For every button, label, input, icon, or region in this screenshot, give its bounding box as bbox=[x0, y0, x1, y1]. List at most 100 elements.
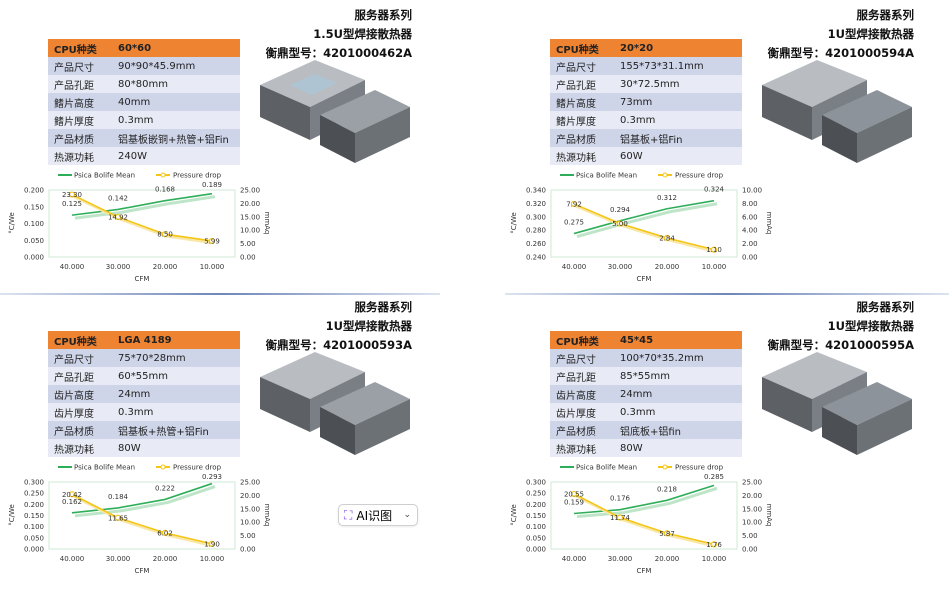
thermal-data-label: 0.184 bbox=[108, 493, 129, 501]
pressure-data-label: 14.92 bbox=[108, 214, 128, 222]
table-row: 产品材质 铝基板+热管+铝Fin bbox=[48, 421, 240, 439]
product-header-line: 服务器系列 bbox=[354, 8, 413, 22]
pressure-point bbox=[710, 541, 718, 548]
spec-label: 齿片厚度 bbox=[48, 403, 112, 421]
ai-image-recognition-button[interactable]: ⛶ AI识图 ⌄ bbox=[338, 504, 418, 526]
spec-label: 齿片高度 bbox=[550, 385, 614, 403]
spec-label: CPU种类 bbox=[48, 39, 112, 57]
y-tick-label: 0.050 bbox=[526, 534, 546, 542]
x-tick-label: 30.000 bbox=[106, 263, 131, 271]
thermal-resistance-line bbox=[573, 199, 715, 235]
product-header-line: 衡鼎型号：4201000595A bbox=[767, 338, 914, 352]
thermal-data-label: 0.312 bbox=[657, 194, 677, 202]
spec-label: 产品尺寸 bbox=[550, 349, 614, 367]
pressure-line-shadow bbox=[73, 195, 215, 245]
spec-label: 产品材质 bbox=[550, 421, 614, 439]
legend-label: Pressure drop bbox=[675, 172, 724, 180]
table-row: 产品尺寸 155*73*31.1mm bbox=[550, 57, 742, 75]
spec-value: 40mm bbox=[112, 93, 240, 111]
legend-marker bbox=[662, 464, 668, 470]
pressure-point bbox=[663, 234, 671, 242]
spec-value: 240W bbox=[112, 147, 240, 165]
spec-label: 产品尺寸 bbox=[48, 349, 112, 367]
y2-tick-label: 15.00 bbox=[742, 505, 762, 513]
y2-tick-label: 2.00 bbox=[742, 240, 758, 248]
y2-tick-label: 5.00 bbox=[240, 240, 256, 248]
plot-area bbox=[550, 189, 738, 258]
table-row: 产品材质 铝基板嵌铜+热管+铝Fin bbox=[48, 129, 240, 147]
spec-label: 热源功耗 bbox=[550, 147, 614, 165]
spec-value: 60W bbox=[614, 147, 742, 165]
heatsink-product-image bbox=[260, 352, 410, 455]
legend-label: Pressure drop bbox=[173, 464, 222, 472]
x-tick-label: 30.000 bbox=[608, 263, 633, 271]
product-header-line: 衡鼎型号：4201000593A bbox=[265, 338, 412, 352]
y-tick-label: 0.280 bbox=[526, 227, 546, 235]
y-tick-label: 0.050 bbox=[24, 237, 44, 245]
table-row: 产品孔距 60*55mm bbox=[48, 367, 240, 385]
spec-table: CPU种类 LGA 4189 产品尺寸 75*70*28mm 产品孔距 60*55mm 齿片… bbox=[48, 331, 240, 457]
legend-label: Psica Bolife Mean bbox=[74, 172, 135, 180]
spec-value: 80*80mm bbox=[112, 75, 240, 93]
pressure-data-label: 20.42 bbox=[62, 491, 82, 499]
y2-tick-label: 20.00 bbox=[240, 200, 260, 208]
heatsink-product-image bbox=[260, 60, 410, 163]
spec-label: 鳍片高度 bbox=[48, 93, 112, 111]
y-tick-label: 0.000 bbox=[24, 254, 44, 262]
product-header-line: 服务器系列 bbox=[354, 300, 413, 314]
table-row: 产品材质 铝底板+铝fin bbox=[550, 421, 742, 439]
x-axis-label: CFM bbox=[637, 275, 652, 283]
chevron-down-icon: ⌄ bbox=[403, 510, 411, 520]
pressure-data-label: 5.87 bbox=[659, 530, 675, 538]
spec-table: CPU种类 60*60 产品尺寸 90*90*45.9mm 产品孔距 80*80mm 鳍片高… bbox=[48, 39, 240, 165]
x-tick-label: 40.000 bbox=[562, 555, 587, 563]
pressure-point bbox=[710, 246, 718, 253]
pressure-point bbox=[114, 514, 122, 521]
pressure-data-label: 1.90 bbox=[204, 540, 220, 548]
thermal-data-label: 0.189 bbox=[202, 181, 222, 189]
divider-left bbox=[0, 293, 440, 295]
table-row: CPU种类 45*45 bbox=[550, 331, 742, 349]
spec-label: 鳍片厚度 bbox=[48, 111, 112, 129]
product-header-line: 衡鼎型号：4201000462A bbox=[265, 46, 412, 60]
pressure-data-label: 23.30 bbox=[62, 191, 82, 199]
thermal-line-shadow bbox=[576, 486, 718, 518]
y-axis-label: °C/We bbox=[8, 504, 16, 526]
y-tick-label: 0.200 bbox=[24, 187, 44, 195]
y-tick-label: 0.300 bbox=[526, 479, 546, 487]
pressure-point bbox=[208, 237, 216, 245]
spec-label: 产品孔距 bbox=[48, 75, 112, 93]
spec-label: CPU种类 bbox=[550, 39, 614, 57]
y2-tick-label: 5.00 bbox=[742, 532, 758, 540]
spec-label: CPU种类 bbox=[550, 331, 614, 349]
table-row: CPU种类 20*20 bbox=[550, 39, 742, 57]
table-row: 鳍片厚度 0.3mm bbox=[48, 111, 240, 129]
table-row: 产品孔距 80*80mm bbox=[48, 75, 240, 93]
spec-value: 铝基板+铝Fin bbox=[614, 129, 742, 147]
y2-tick-label: 15.00 bbox=[240, 505, 260, 513]
spec-value: 60*55mm bbox=[112, 367, 240, 385]
y-tick-label: 0.340 bbox=[526, 187, 546, 195]
thermal-data-label: 0.275 bbox=[564, 219, 584, 227]
spec-label: 产品孔距 bbox=[550, 75, 614, 93]
spec-label: 产品孔距 bbox=[550, 367, 614, 385]
table-row: 鳍片高度 73mm bbox=[550, 93, 742, 111]
spec-label: 齿片高度 bbox=[48, 385, 112, 403]
spec-value: 80W bbox=[614, 439, 742, 457]
thermal-line-shadow bbox=[74, 195, 216, 220]
y2-axis-label: mmAq bbox=[765, 212, 773, 235]
spec-label: 产品材质 bbox=[48, 129, 112, 147]
product-panel: 服务器系列 1.5U型焊接散热器 衡鼎型号：4201000462A CPU种类 60*6… bbox=[0, 0, 440, 292]
pressure-point bbox=[570, 490, 578, 498]
y2-tick-label: 25.00 bbox=[240, 479, 260, 487]
pressure-point bbox=[114, 213, 122, 221]
spec-value: 24mm bbox=[614, 385, 742, 403]
plot-area bbox=[48, 189, 236, 258]
x-tick-label: 20.000 bbox=[153, 555, 178, 563]
table-row: 齿片高度 24mm bbox=[550, 385, 742, 403]
product-header-line: 服务器系列 bbox=[856, 8, 915, 22]
x-tick-label: 30.000 bbox=[608, 555, 633, 563]
table-row: 齿片厚度 0.3mm bbox=[550, 403, 742, 421]
legend-label: Psica Bolife Mean bbox=[576, 464, 637, 472]
product-header-line: 1U型焊接散热器 bbox=[827, 27, 914, 41]
